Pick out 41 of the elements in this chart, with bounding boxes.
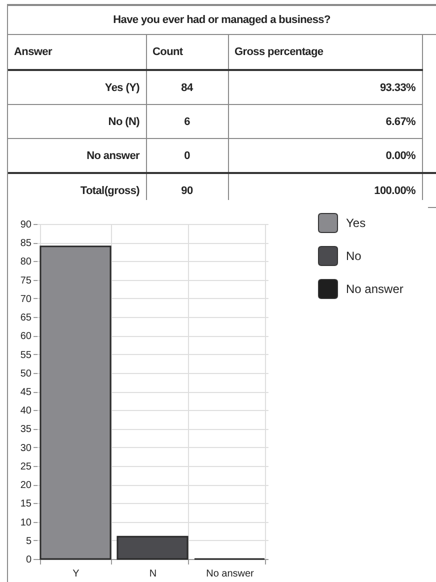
y-tick-label: 30 <box>20 442 32 454</box>
y-tick-label: 75 <box>20 275 32 286</box>
data-label: 84 <box>146 70 228 104</box>
text: Count <box>146 34 228 70</box>
data-label: 93.33% <box>228 70 422 104</box>
x-tick-label: N <box>149 568 157 580</box>
category-label: No answer <box>8 138 146 173</box>
y-tick-label: 40 <box>20 406 32 417</box>
y-tick-label: 60 <box>20 331 32 342</box>
text: Answer <box>8 34 146 70</box>
data-label: 0 <box>146 138 228 173</box>
data-label: 0.00% <box>228 138 422 173</box>
legend-label: No answer <box>346 282 404 296</box>
y-tick-label: 80 <box>20 256 32 268</box>
y-tick-label: 45 <box>20 387 32 398</box>
legend-label: No <box>346 249 362 263</box>
data-label: 6.67% <box>228 104 422 138</box>
y-tick-label: 85 <box>20 238 32 250</box>
y-tick-label: 65 <box>20 312 32 324</box>
y-tick-label: 55 <box>20 350 32 361</box>
y-tick-label: 50 <box>20 368 32 380</box>
text: Have you ever had or managed a business? <box>8 6 436 34</box>
y-tick-label: 90 <box>20 220 32 230</box>
category-label: Total(gross) <box>8 173 146 208</box>
data-label: 100.00% <box>228 173 422 208</box>
y-tick-label: 25 <box>20 461 32 472</box>
category-label: Yes (Y) <box>8 70 146 104</box>
x-tick-label: No answer <box>206 568 255 580</box>
x-tick-label: Y <box>72 568 80 580</box>
legend-label: Yes <box>346 216 366 230</box>
data-label: 90 <box>146 173 228 208</box>
y-tick-label: 5 <box>26 536 32 547</box>
category-label: No (N) <box>8 104 146 138</box>
data-label: 6 <box>146 104 228 138</box>
y-tick-label: 10 <box>20 517 32 528</box>
text: Gross percentage <box>228 34 422 70</box>
y-tick-label: 35 <box>20 424 32 436</box>
y-tick-label: 0 <box>26 554 32 566</box>
y-tick-label: 15 <box>20 498 32 510</box>
y-tick-label: 20 <box>20 480 32 492</box>
y-tick-label: 70 <box>20 294 32 305</box>
